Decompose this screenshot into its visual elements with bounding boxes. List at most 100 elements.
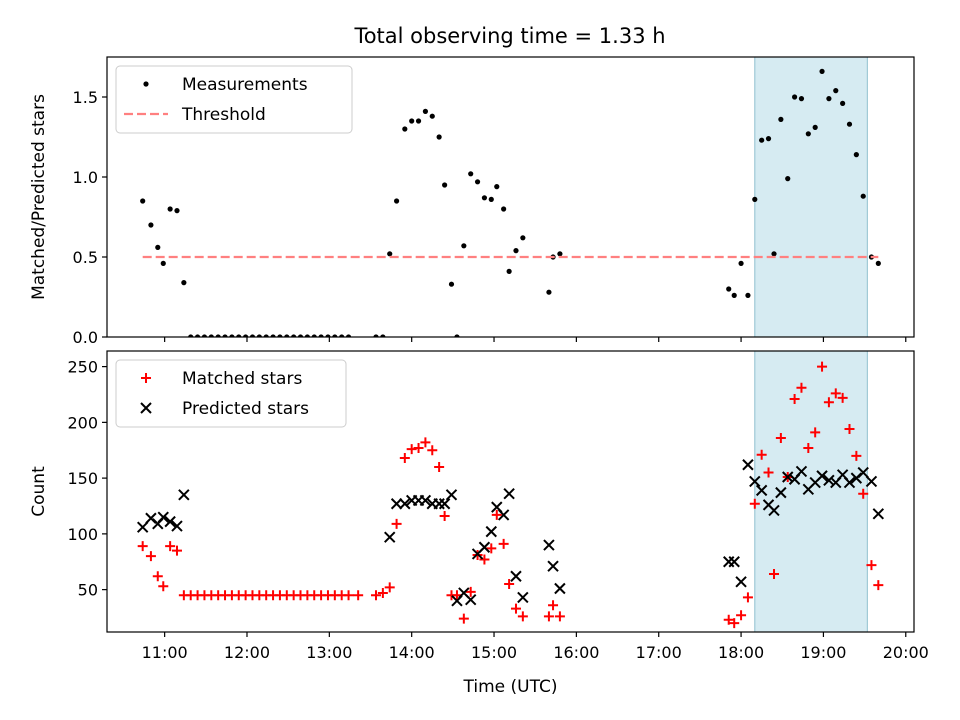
data-point: [775, 486, 787, 499]
x-axis-label: Time (UTC): [463, 677, 558, 697]
data-point: [171, 545, 182, 556]
data-point: [485, 525, 497, 538]
legend-label: Predicted stars: [182, 399, 309, 419]
data-point: [504, 579, 515, 590]
data-point: [152, 571, 163, 582]
y-axis-label: Count: [29, 466, 49, 517]
data-point: [513, 248, 519, 254]
data-point: [481, 195, 488, 201]
data-point: [749, 475, 761, 488]
data-point: [434, 461, 445, 472]
data-point: [769, 569, 780, 580]
data-point: [778, 116, 784, 122]
legend-label: Measurements: [182, 75, 308, 95]
series-measurements: [140, 68, 881, 337]
data-point: [554, 582, 566, 595]
legend-label: Threshold: [181, 105, 266, 125]
data-point: [442, 182, 448, 188]
data-point: [399, 453, 410, 464]
data-point: [543, 611, 554, 622]
x-tick-label: 20:00: [883, 643, 929, 662]
data-point: [136, 521, 149, 533]
data-point: [826, 96, 832, 102]
data-point: [174, 208, 180, 214]
data-point: [343, 590, 354, 601]
axes-frame: [106, 350, 915, 633]
y-tick-label: 0.5: [73, 248, 98, 267]
data-point: [429, 113, 435, 119]
data-point: [486, 543, 497, 554]
data-point: [491, 509, 502, 520]
data-point: [181, 280, 187, 286]
data-point: [775, 432, 786, 443]
legend: Matched stars Predicted stars: [115, 359, 347, 428]
data-point: [498, 538, 509, 549]
data-point: [785, 176, 791, 182]
data-point: [325, 334, 331, 337]
data-point: [380, 334, 386, 337]
data-point: [803, 443, 814, 454]
data-point: [840, 100, 846, 106]
y-tick-label: 200: [67, 413, 98, 432]
data-point: [160, 260, 166, 266]
y-axis-label: Matched/Predicted stars: [29, 94, 49, 300]
data-point: [390, 498, 403, 510]
data-point: [810, 427, 821, 438]
data-point: [517, 591, 529, 604]
data-point: [399, 498, 411, 510]
x-tick-label: 16:00: [553, 643, 599, 662]
data-point: [208, 334, 214, 337]
data-point: [427, 445, 438, 456]
data-point: [782, 471, 794, 483]
data-point: [517, 611, 528, 622]
data-point: [297, 334, 304, 337]
x-tick-label: 17:00: [636, 643, 682, 662]
data-point: [270, 334, 276, 337]
data-point: [304, 334, 310, 337]
data-point: [291, 334, 297, 337]
legend-plus-icon: [141, 373, 151, 383]
data-point: [353, 590, 364, 601]
data-point: [243, 334, 249, 337]
series-predicted-stars: [136, 459, 885, 607]
plot-area: [136, 361, 885, 629]
data-point: [436, 134, 442, 140]
data-point: [137, 541, 148, 552]
data-point: [554, 611, 565, 622]
data-point: [229, 334, 235, 337]
ratio-panel: 0.0 0.5 1.0 1.5 Matched/Predicted stars Measu…: [29, 56, 915, 347]
data-point: [419, 494, 432, 507]
legend-box: [115, 65, 353, 134]
data-point: [756, 449, 767, 460]
data-point: [145, 551, 156, 562]
data-point: [731, 292, 737, 298]
x-tick-label: 14:00: [389, 643, 435, 662]
x-tick-label: 12:00: [224, 643, 270, 662]
data-point: [851, 450, 862, 461]
data-point: [752, 196, 758, 202]
data-point: [872, 508, 885, 520]
count-panel: 50 100 150 200 250 11:00 12:00 13:00 14:00 15:00 1…: [29, 350, 929, 697]
data-point: [546, 289, 552, 295]
data-point: [795, 465, 808, 478]
data-point: [833, 88, 839, 94]
data-point: [384, 582, 395, 593]
data-point: [726, 286, 732, 292]
data-point: [837, 392, 848, 403]
data-point: [178, 489, 190, 501]
data-point: [723, 556, 735, 568]
data-point: [468, 171, 474, 177]
data-point: [557, 251, 563, 257]
data-point: [474, 179, 481, 185]
axes-frame: [106, 56, 915, 338]
y-tick-label: 1.0: [73, 168, 98, 187]
data-point: [167, 206, 173, 212]
data-point: [171, 520, 183, 532]
data-point: [510, 603, 521, 614]
data-point: [873, 580, 884, 591]
data-point: [332, 334, 338, 337]
x-tick-label: 15:00: [471, 643, 517, 662]
data-point: [256, 334, 262, 337]
data-point: [865, 475, 878, 488]
data-point: [318, 334, 324, 337]
